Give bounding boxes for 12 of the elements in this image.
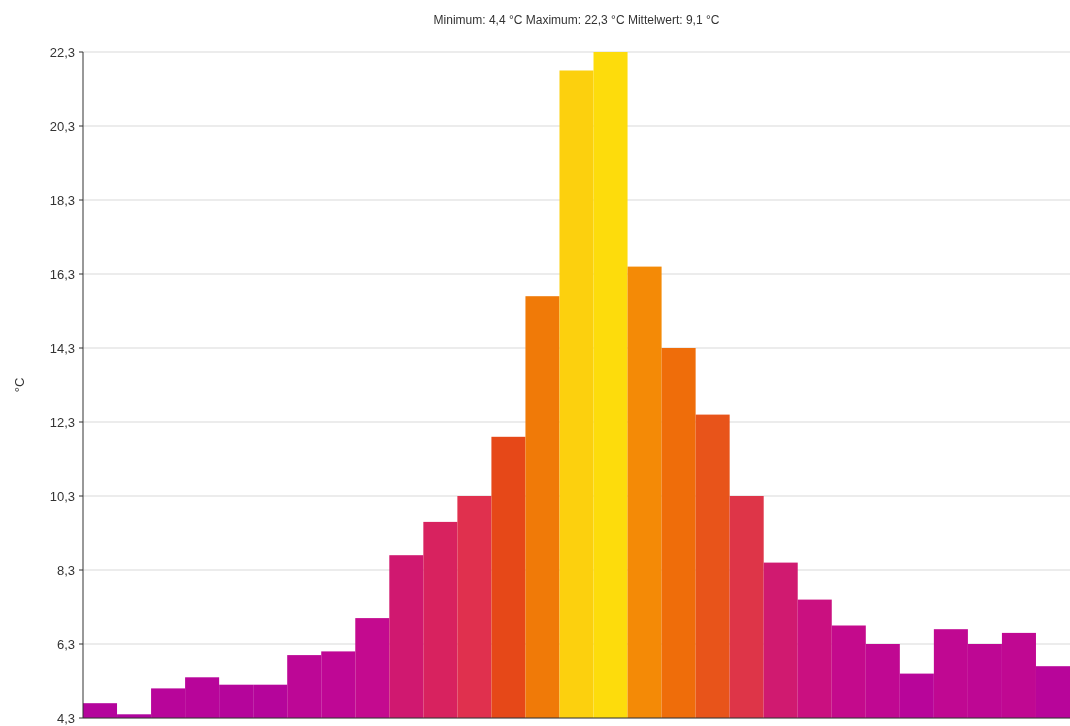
y-tick-label: 16,3 xyxy=(49,266,75,282)
y-tick-label: 8,3 xyxy=(56,562,75,578)
y-tick-label: 14,3 xyxy=(49,340,75,356)
y-tick-label: 12,3 xyxy=(49,414,75,430)
chart-title: Minimum: 4,4 °C Maximum: 22,3 °C Mittelwert: 9,1 °C xyxy=(433,13,720,27)
y-tick-label: 22,3 xyxy=(49,44,75,60)
y-tick-label: 20,3 xyxy=(49,118,75,134)
y-tick-label: 6,3 xyxy=(56,636,75,652)
y-tick-label: 4,3 xyxy=(56,710,75,726)
y-tick-label: 10,3 xyxy=(49,488,75,504)
y-axis-title: °C xyxy=(12,377,27,393)
y-tick-label: 18,3 xyxy=(49,192,75,208)
